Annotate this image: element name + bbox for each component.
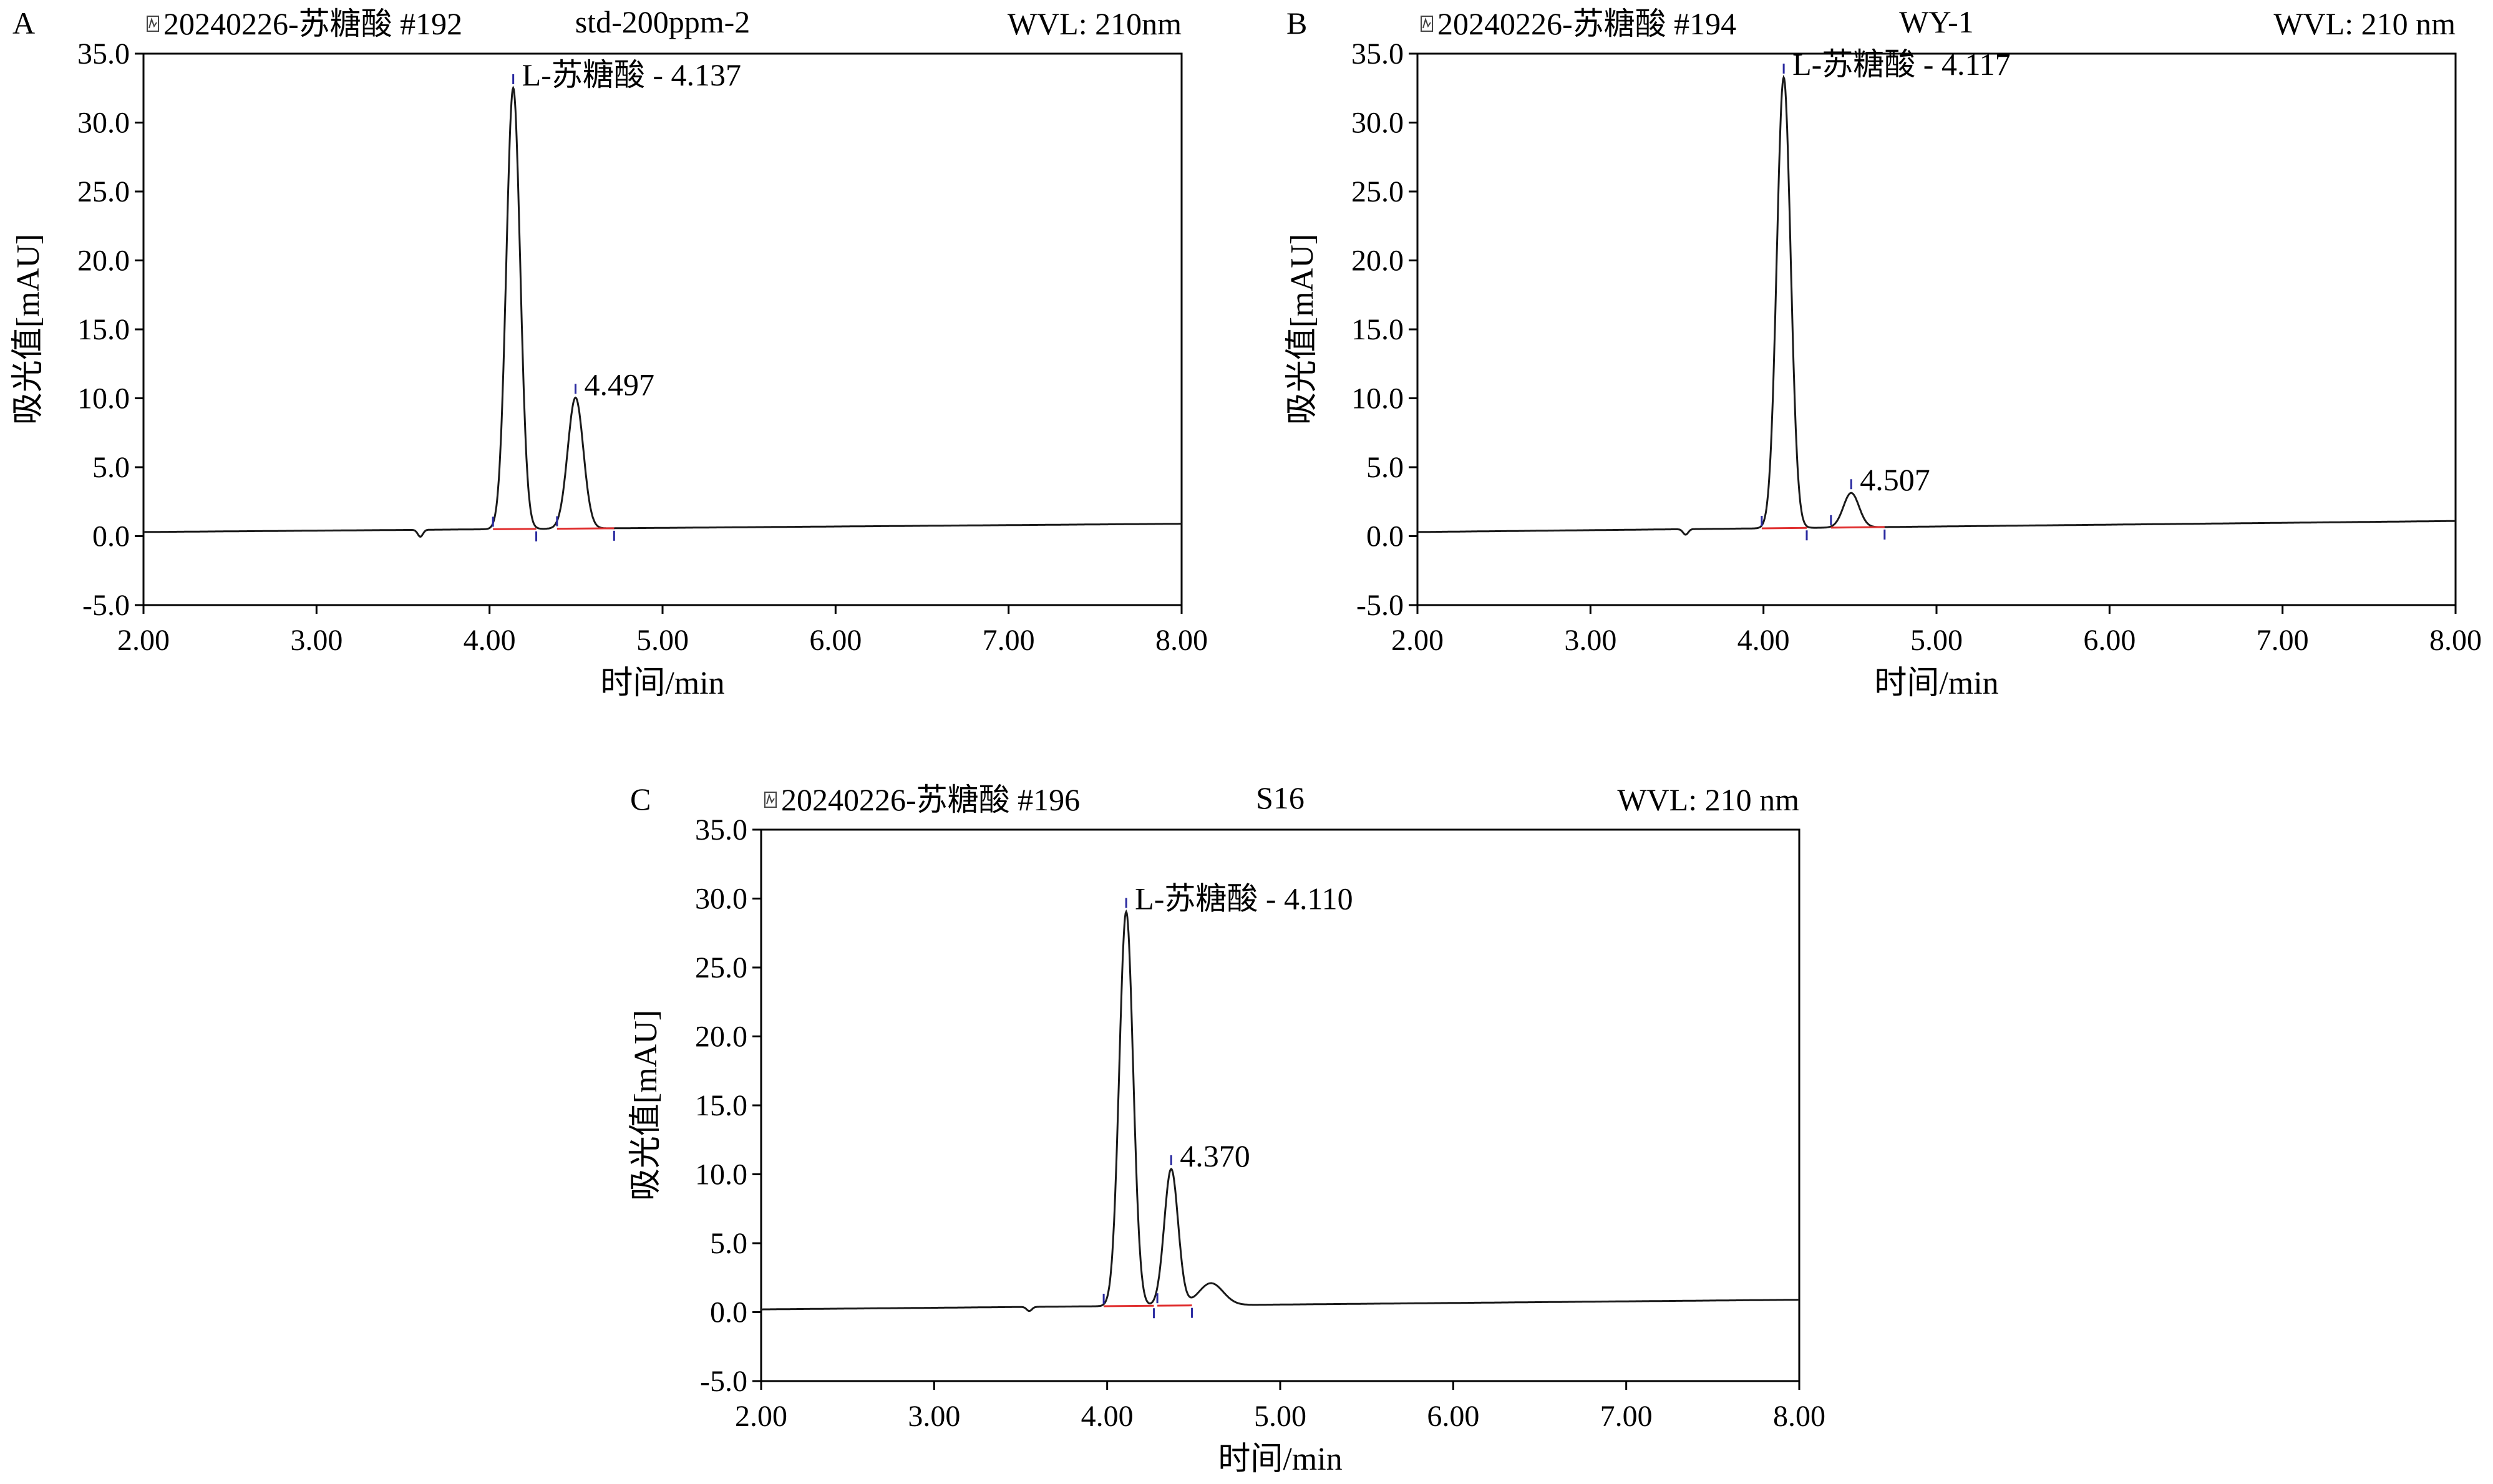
header-wavelength: WVL: 210 nm [1617,782,1799,817]
x-axis-title: 时间/min [1218,1442,1342,1477]
x-tick-label: 8.00 [1773,1400,1825,1433]
y-tick-label: 30.0 [695,883,747,916]
x-tick-label: 5.00 [1254,1400,1306,1433]
integration-baseline [556,527,615,530]
peak-label: 4.497 [585,367,655,402]
y-tick-label: 10.0 [77,382,130,415]
y-tick-label: 25.0 [77,175,130,208]
y-axis-title: 吸光值[mAU] [1285,234,1320,425]
integration-baseline [1830,526,1885,529]
chromatogram-trace [1417,74,2456,536]
y-tick-label: 0.0 [1366,520,1404,553]
x-tick-label: 4.00 [1737,624,1790,657]
y-axis-title: 吸光值[mAU] [628,1010,664,1201]
chromatogram-trace [761,909,1799,1312]
y-tick-label: 15.0 [77,313,130,346]
header-sample-id: 20240226-苏糖酸 #194 [1437,6,1736,41]
y-tick-label: 10.0 [1351,382,1404,415]
y-tick-label: -5.0 [1356,589,1404,622]
header-sample-id: 20240226-苏糖酸 #196 [781,782,1080,817]
header-sample-id: 20240226-苏糖酸 #192 [163,6,462,41]
y-axis-title: 吸光值[mAU] [11,234,46,425]
x-tick-label: 6.00 [1427,1400,1479,1433]
x-tick-label: 4.00 [464,624,516,657]
peak-1: L-苏糖酸 - 4.110 [1102,881,1353,1319]
y-tick-label: 30.0 [1351,107,1404,140]
chromatogram-trace [143,85,1182,538]
x-tick-label: 7.00 [2257,624,2309,657]
x-tick-label: 6.00 [809,624,862,657]
y-tick-label: 0.0 [92,520,130,553]
integration-baseline [493,528,537,530]
x-tick-label: 3.00 [908,1400,960,1433]
panel-label: B [1286,6,1307,41]
y-tick-label: 35.0 [695,813,747,846]
x-tick-label: 2.00 [117,624,170,657]
panel-label: A [12,6,35,41]
y-tick-label: 5.0 [92,451,130,484]
x-tick-label: 7.00 [983,624,1035,657]
x-tick-label: 5.00 [636,624,689,657]
panel-label: C [630,782,651,817]
y-tick-label: 5.0 [710,1227,747,1260]
y-tick-label: 20.0 [695,1021,747,1054]
peak-label: 4.370 [1180,1138,1250,1173]
y-tick-label: 20.0 [77,245,130,278]
header-wavelength: WVL: 210nm [1008,6,1182,41]
x-tick-label: 8.00 [2429,624,2482,657]
x-tick-label: 2.00 [735,1400,787,1433]
x-axis-title: 时间/min [1874,666,1998,701]
chromatogram-icon-trace [1422,17,1431,29]
y-tick-label: 25.0 [1351,175,1404,208]
x-tick-label: 7.00 [1600,1400,1653,1433]
peak-2: 4.507 [1830,462,1930,540]
y-tick-label: 35.0 [77,37,130,70]
peak-1: L-苏糖酸 - 4.137 [492,57,741,541]
x-tick-label: 6.00 [2083,624,2136,657]
x-axis-title: 时间/min [600,666,724,701]
peak-1: L-苏糖酸 - 4.117 [1761,47,2011,541]
peak-2: 4.370 [1156,1138,1250,1318]
peak-label: L-苏糖酸 - 4.110 [1135,881,1353,916]
header-sample-name: std-200ppm-2 [575,4,751,39]
x-tick-label: 4.00 [1081,1400,1134,1433]
chromatogram-icon-trace [766,793,775,805]
peak-2: 4.497 [556,367,655,541]
y-tick-label: -5.0 [82,589,130,622]
y-tick-label: 0.0 [710,1296,747,1329]
x-tick-label: 3.00 [1564,624,1616,657]
y-tick-label: 10.0 [695,1158,747,1191]
x-tick-label: 3.00 [290,624,343,657]
chromatogram-icon [1421,16,1433,32]
y-tick-label: 15.0 [1351,313,1404,346]
chromatogram-icon [764,792,777,808]
x-tick-label: 2.00 [1391,624,1444,657]
y-tick-label: 15.0 [695,1089,747,1122]
peak-label: L-苏糖酸 - 4.117 [1792,47,2011,82]
chromatogram-icon [147,16,159,32]
chromatogram-icon-trace [148,17,157,29]
peak-label: 4.507 [1860,462,1930,497]
y-tick-label: 30.0 [77,107,130,140]
header-sample-name: WY-1 [1899,4,1973,39]
y-tick-label: -5.0 [700,1365,747,1398]
y-tick-label: 5.0 [1366,451,1404,484]
chart-panel-c: C 20240226-苏糖酸 #196 S16 WVL: 210 nm -5.0 0.0 5… [628,780,1825,1477]
y-tick-label: 20.0 [1351,245,1404,278]
x-tick-label: 5.00 [1910,624,1963,657]
header-sample-name: S16 [1256,780,1305,815]
y-tick-label: 25.0 [695,951,747,984]
header-wavelength: WVL: 210 nm [2273,6,2456,41]
chart-panel-a: A 20240226-苏糖酸 #192 std-200ppm-2 WVL: 210nm… [11,4,1208,701]
peak-label: L-苏糖酸 - 4.137 [522,57,741,92]
x-tick-label: 8.00 [1155,624,1208,657]
chart-panel-b: B 20240226-苏糖酸 #194 WY-1 WVL: 210 nm -5.0 0.0… [1285,4,2482,701]
y-tick-label: 35.0 [1351,37,1404,70]
